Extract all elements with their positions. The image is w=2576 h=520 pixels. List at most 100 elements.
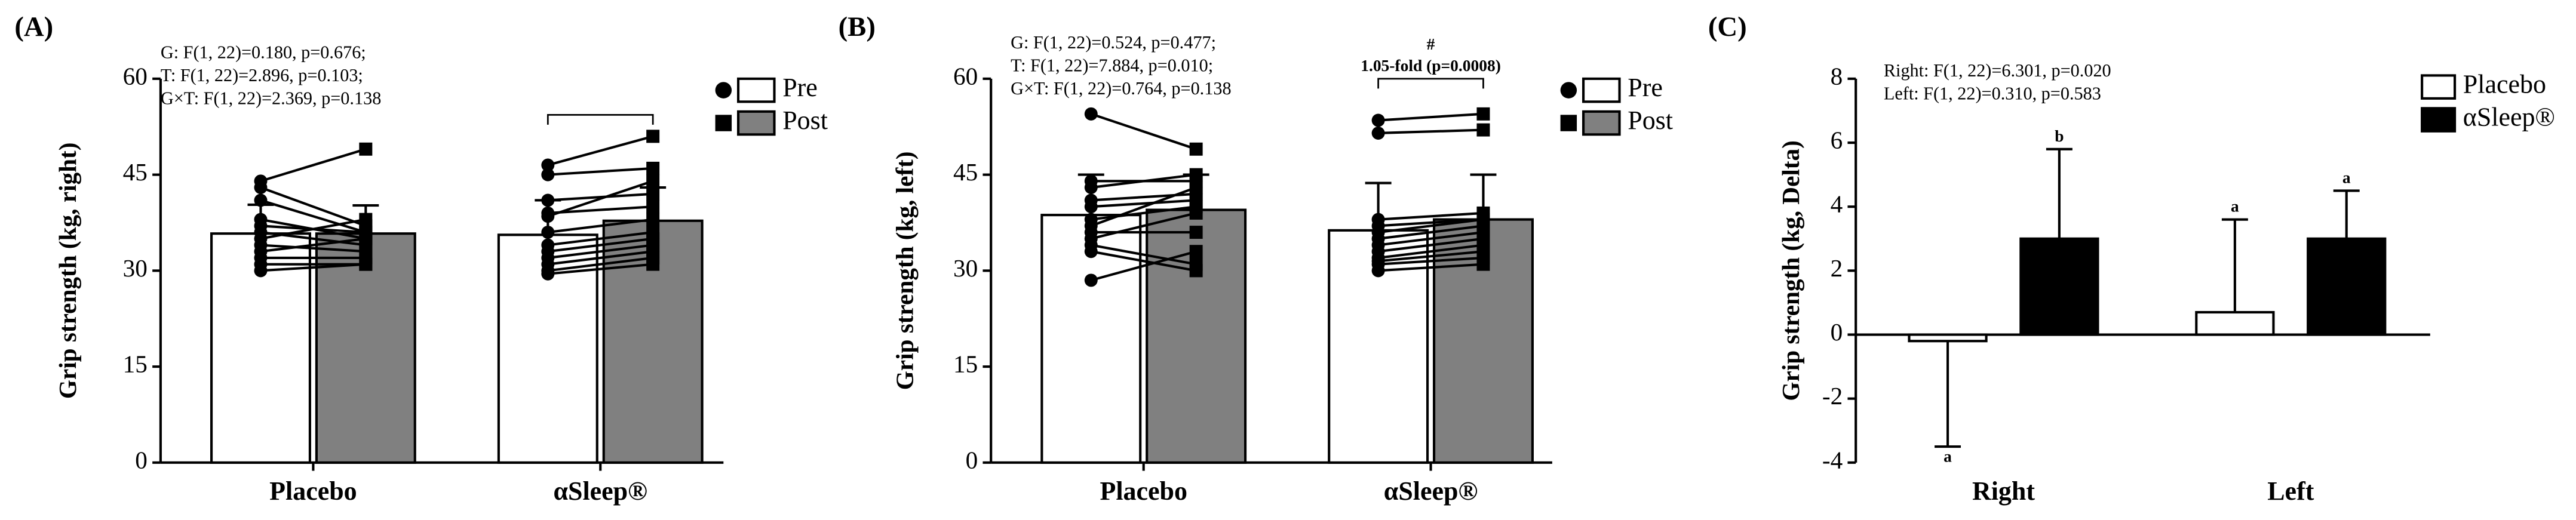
subject-line	[1378, 250, 1484, 263]
post-point	[1189, 245, 1203, 259]
subject-line	[1378, 244, 1484, 259]
subject-line	[1378, 211, 1484, 221]
subject-line	[260, 199, 366, 234]
legend-marker	[1560, 82, 1577, 99]
post-point	[1189, 264, 1203, 278]
y-axis-label: Grip strength (kg, Delta)	[1777, 140, 1805, 401]
stats-text: G: F(1, 22)=0.524, p=0.477;	[1011, 32, 1216, 53]
subject-line	[1378, 231, 1484, 247]
subject-line	[548, 218, 653, 234]
y-tick-label: -4	[1822, 446, 1843, 473]
pre-point	[541, 193, 555, 207]
bar	[1908, 333, 1988, 343]
stats-text: T: F(1, 22)=7.884, p=0.010;	[1011, 56, 1213, 76]
error-bar	[1935, 341, 1961, 448]
subject-line	[548, 263, 653, 275]
panel-label: (A)	[14, 11, 53, 42]
post-point	[1189, 168, 1203, 181]
legend-label: Pre	[1628, 73, 1663, 102]
subject-line	[1378, 237, 1484, 253]
pre-point	[254, 193, 268, 207]
post-point	[646, 257, 660, 271]
legend-label: Placebo	[2463, 70, 2546, 99]
x-tick-label: αSleep®	[553, 476, 647, 506]
subject-line	[260, 147, 366, 183]
pre-point	[1084, 273, 1098, 287]
legend-swatch	[2421, 74, 2457, 100]
bar	[2019, 237, 2099, 336]
y-tick-label: 30	[123, 254, 148, 282]
subject-line	[1378, 256, 1484, 266]
subject-line	[1091, 112, 1197, 150]
legend-label: Post	[782, 106, 828, 135]
panel-label: (B)	[839, 11, 876, 42]
pre-point	[1371, 113, 1385, 127]
bar	[315, 232, 416, 464]
y-tick-label: 8	[1831, 62, 1843, 90]
subject-line	[1091, 173, 1196, 189]
legend-marker	[715, 82, 732, 99]
error-bar	[2046, 147, 2073, 239]
post-point	[646, 174, 660, 188]
pre-point	[1084, 245, 1098, 259]
stats-text: Right: F(1, 22)=6.301, p=0.020	[1884, 60, 2111, 81]
post-point	[359, 257, 373, 271]
post-point	[1189, 181, 1203, 195]
subject-line	[548, 205, 653, 214]
subject-line	[1091, 244, 1197, 266]
significance-letter: b	[2055, 127, 2064, 145]
pre-point	[541, 267, 555, 281]
x-tick-label: Left	[2267, 476, 2314, 506]
significance-note: #	[1427, 35, 1435, 53]
subject-line	[547, 180, 653, 218]
subject-line	[548, 237, 653, 253]
legend-label: αSleep®	[2463, 103, 2555, 132]
subject-line	[548, 167, 653, 176]
stats-text: Left: F(1, 22)=0.310, p=0.583	[1884, 83, 2101, 103]
pre-point	[1084, 200, 1098, 214]
post-point	[646, 200, 660, 214]
pre-point	[254, 264, 268, 278]
pre-point	[541, 210, 555, 223]
subject-line	[548, 250, 653, 266]
x-tick-label: Placebo	[269, 476, 357, 506]
subject-line	[1091, 250, 1197, 282]
y-tick-label: 0	[966, 446, 978, 473]
subject-line	[260, 237, 366, 253]
bar	[2307, 237, 2387, 336]
legend-swatch	[736, 77, 776, 103]
legend-swatch	[1582, 77, 1621, 103]
legend-swatch	[2421, 107, 2457, 133]
y-tick-label: 60	[953, 62, 978, 90]
x-tick-label: Right	[1972, 476, 2035, 506]
post-point	[1189, 142, 1203, 156]
error-bar	[2221, 218, 2248, 313]
pre-point	[1084, 181, 1098, 195]
error-bar	[2333, 189, 2360, 239]
post-point	[646, 161, 660, 175]
significance-letter: a	[2231, 198, 2239, 216]
subject-line	[1091, 205, 1196, 221]
subject-line	[1378, 263, 1484, 272]
y-tick-label: 45	[123, 158, 148, 186]
stats-text: G×T: F(1, 22)=0.764, p=0.138	[1011, 78, 1231, 99]
significance-note: 1.05-fold (p=0.0008)	[1361, 57, 1501, 75]
subject-line	[260, 244, 366, 253]
y-tick-label: 0	[135, 446, 148, 473]
post-point	[646, 213, 660, 226]
y-axis-label: Grip strength (kg, left)	[891, 151, 919, 390]
subject-line	[1378, 112, 1484, 122]
post-point	[359, 213, 373, 226]
panel-label: (C)	[1708, 11, 1747, 42]
post-point	[646, 187, 660, 201]
y-tick-label: -2	[1822, 382, 1843, 410]
y-tick-label: 0	[1831, 318, 1843, 346]
stats-text: G: F(1, 22)=0.180, p=0.676;	[161, 42, 366, 63]
pre-point	[541, 226, 555, 239]
subject-line	[548, 244, 653, 259]
x-tick-label: αSleep®	[1384, 476, 1478, 506]
post-point	[1189, 226, 1203, 239]
legend-label: Post	[1628, 106, 1673, 135]
y-tick-label: 6	[1831, 126, 1843, 153]
y-tick-label: 15	[123, 350, 148, 378]
